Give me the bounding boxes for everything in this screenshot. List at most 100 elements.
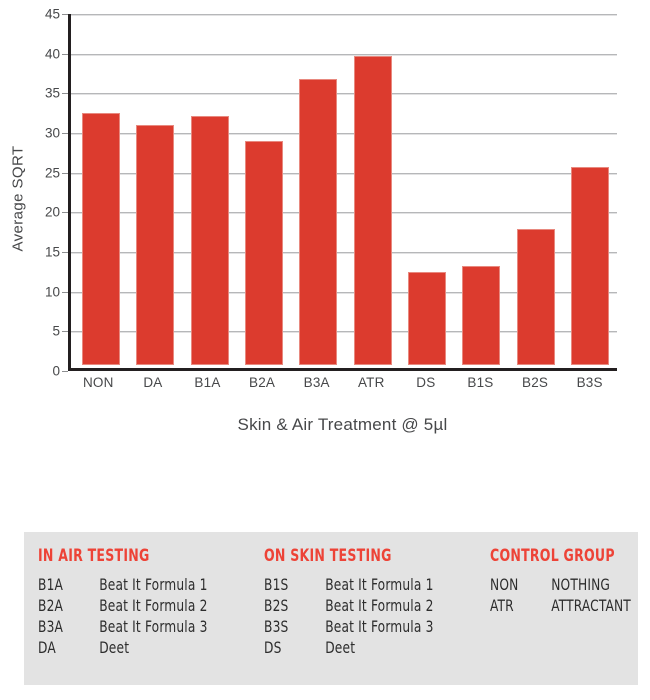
y-axis-tick-mark (62, 212, 68, 214)
y-axis-tick-label: 30 (44, 125, 60, 141)
legend-description: Beat It Formula 2 (325, 596, 434, 616)
x-axis-tick-label-b2a: B2A (249, 375, 276, 390)
bar-chart-figure: Average SQRT 0 5 10 15 20 25 30 35 40 45 NON DA B1A… (10, 6, 617, 434)
plot-wrapper (68, 14, 617, 371)
legend-code: NON (490, 575, 519, 594)
x-axis-tick-label-atr: ATR (357, 375, 385, 390)
legend-column-control-group: CONTROL GROUP NON NOTHING ATR ATTRACTANT (490, 546, 650, 616)
y-axis-tick-mark (62, 133, 68, 134)
x-axis-tick-label-ds: DS (416, 375, 436, 390)
gridline (71, 252, 617, 253)
legend-code: B3A (38, 617, 64, 637)
y-axis-tick-label: 10 (44, 284, 60, 300)
legend-description: ATTRACTANT (551, 596, 631, 616)
bar-slot (183, 14, 237, 365)
legend-row: B1S Beat It Formula 1 (264, 574, 477, 595)
y-axis-tick-mark (62, 331, 68, 333)
legend-code: B1S (264, 575, 289, 594)
x-axis-tick-label-b2s: B2S (521, 375, 549, 390)
bar-b2s[interactable] (516, 229, 555, 365)
x-axis-tick-label-b1s: B1S (467, 375, 494, 390)
bar-slot (237, 14, 291, 365)
x-axis-tick-labels: NON DA B1A B2A B3A ATR DS B1S B2S B3S (71, 375, 617, 390)
gridline (71, 133, 617, 134)
y-axis-tick-label: 25 (44, 165, 60, 181)
bar-slot (400, 14, 454, 365)
plot-area (68, 14, 617, 371)
legend-description: Beat It Formula 3 (325, 617, 434, 637)
legend-code: DA (38, 638, 56, 658)
x-axis-tick-label-da: DA (143, 375, 163, 390)
y-axis-tick-label: 40 (44, 46, 60, 62)
bar-non[interactable] (82, 112, 121, 365)
bar-slot (454, 14, 508, 365)
legend-column-in-air-testing: IN AIR TESTING B1A Beat It Formula 1 B2A Bea… (38, 546, 288, 658)
legend-code: DS (264, 638, 282, 658)
bar-slot (74, 14, 128, 365)
bar-b1a[interactable] (190, 115, 229, 365)
x-axis-title: Skin & Air Treatment @ 5µl (237, 415, 448, 434)
legend-row: DA Deet (38, 637, 251, 658)
legend-description: Deet (325, 638, 356, 658)
gridline (71, 14, 617, 15)
legend-code: B2S (264, 596, 289, 616)
legend-heading: CONTROL GROUP (490, 546, 615, 566)
legend-row: B2A Beat It Formula 2 (38, 595, 251, 616)
y-axis-tick-label: 15 (44, 244, 60, 260)
bar-slot (291, 14, 345, 365)
legend-row: NON NOTHING (490, 574, 643, 595)
gridline (71, 291, 617, 293)
legend-row: B3A Beat It Formula 3 (38, 616, 251, 637)
bar-b1s[interactable] (462, 265, 501, 365)
legend-row: ATR ATTRACTANT (490, 595, 643, 616)
legend-description: Deet (99, 638, 130, 658)
legend-code: ATR (490, 596, 514, 616)
legend-code: B2A (38, 596, 64, 616)
legend-code: B1A (38, 575, 64, 594)
x-axis-tick-label-b3s: B3S (576, 375, 603, 390)
legend-heading: ON SKIN TESTING (264, 546, 392, 566)
bar-da[interactable] (136, 124, 175, 365)
legend-description: NOTHING (551, 575, 611, 594)
legend-row: B2S Beat It Formula 2 (264, 595, 477, 616)
x-axis-tick-label-b3a: B3A (303, 375, 330, 390)
y-axis-tick-label: 35 (44, 85, 60, 101)
legend-heading: IN AIR TESTING (38, 546, 150, 566)
gridline (71, 172, 617, 174)
legend-description: Beat It Formula 3 (99, 617, 208, 637)
bar-slot (345, 14, 399, 365)
legend-row: B3S Beat It Formula 3 (264, 616, 477, 637)
y-axis-tick-label: 45 (44, 6, 60, 22)
gridline (71, 93, 617, 95)
bar-atr[interactable] (353, 55, 392, 365)
y-axis-tick-mark (62, 53, 68, 55)
y-axis-tick-label: 0 (52, 363, 60, 379)
bar-b2a[interactable] (245, 141, 284, 365)
y-axis-tick-label: 20 (44, 204, 60, 220)
legend-column-on-skin-testing: ON SKIN TESTING B1S Beat It Formula 1 B2S Be… (264, 546, 514, 658)
bar-b3s[interactable] (570, 167, 609, 365)
y-axis-tick-mark (62, 14, 68, 15)
legend-row: DS Deet (264, 637, 477, 658)
legend-row: B1A Beat It Formula 1 (38, 574, 251, 595)
legend-description: Beat It Formula 1 (99, 575, 208, 594)
y-axis-tick-mark (62, 172, 68, 174)
y-axis-tick-label: 5 (52, 323, 60, 339)
x-axis-tick-label-non: NON (82, 375, 114, 390)
bar-slot (563, 14, 617, 365)
bar-ds[interactable] (407, 272, 446, 365)
bar-b3a[interactable] (299, 79, 338, 365)
y-axis-tick-mark (62, 291, 68, 293)
gridline (71, 331, 617, 333)
y-axis-tick-mark (62, 371, 68, 372)
gridline (71, 53, 617, 55)
legend-code: B3S (264, 617, 289, 637)
legend-description: Beat It Formula 2 (99, 596, 208, 616)
bar-series (74, 14, 617, 365)
y-axis-tick-mark (62, 252, 68, 253)
legend-panel: IN AIR TESTING B1A Beat It Formula 1 B2A Bea… (24, 532, 638, 685)
gridline (71, 212, 617, 214)
bar-slot (128, 14, 182, 365)
x-axis-tick-label-b1a: B1A (194, 375, 221, 390)
legend-description: Beat It Formula 1 (325, 575, 434, 594)
